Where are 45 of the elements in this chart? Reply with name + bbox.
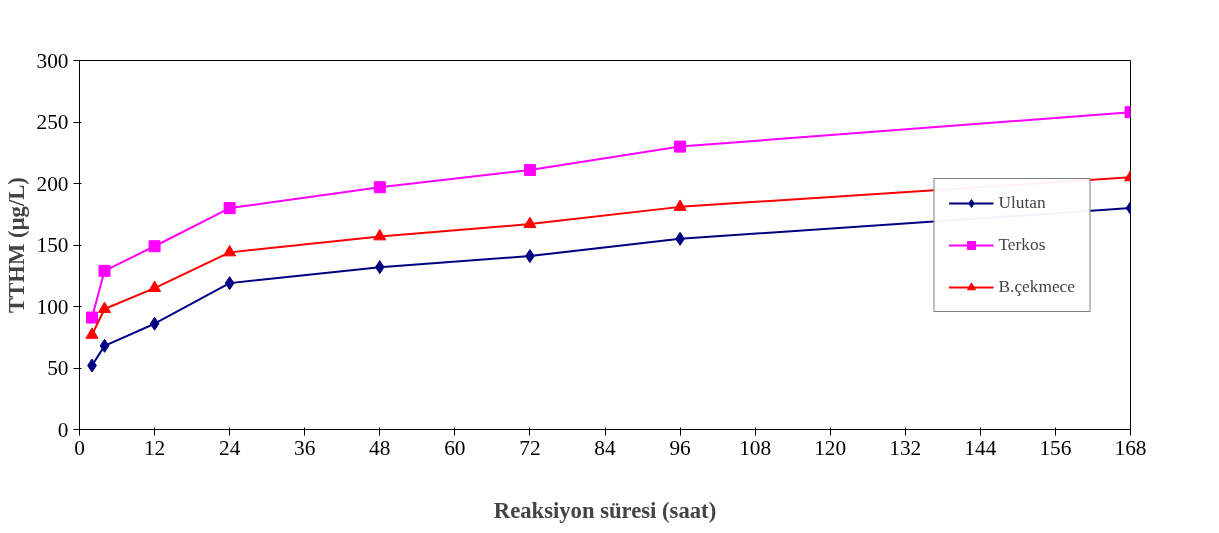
point: [673, 199, 687, 211]
point: [523, 216, 537, 229]
x-tick-label: 120: [814, 435, 847, 460]
point: [99, 338, 110, 353]
x-tick-label: 96: [669, 435, 692, 460]
point: [374, 260, 385, 275]
point: [224, 276, 235, 291]
x-tick-label: 84: [594, 435, 616, 460]
x-tick-label: 0: [74, 435, 85, 460]
y-tick-label: 300: [36, 48, 69, 73]
x-axis-title: Reaksiyon süresi (saat): [493, 497, 717, 523]
y-tick-label: 50: [47, 356, 69, 380]
y-tick-label: 250: [36, 110, 69, 134]
x-tick-label: 132: [889, 435, 922, 460]
point: [148, 240, 161, 253]
x-tick-label: 24: [218, 435, 241, 460]
point: [98, 301, 112, 313]
point: [149, 316, 160, 331]
x-tick-label: 48: [369, 435, 391, 460]
legend-label: Terkos: [998, 234, 1046, 255]
legend-label: B.çekmece: [998, 276, 1075, 297]
x-tick-label: 144: [964, 435, 997, 460]
point: [98, 264, 111, 277]
point: [223, 244, 237, 257]
x-tick-label: 72: [519, 435, 541, 460]
x-tick-label: 36: [294, 435, 316, 460]
point: [373, 181, 386, 194]
point: [674, 140, 687, 153]
point: [86, 311, 99, 324]
x-tick-label: 12: [143, 435, 166, 460]
y-tick-label: 200: [36, 171, 69, 196]
point: [223, 202, 236, 215]
point: [148, 280, 162, 293]
y-tick-label: 100: [36, 294, 69, 319]
x-tick-label: 156: [1039, 435, 1072, 460]
x-tick-label: 60: [444, 435, 466, 460]
x-tick-label: 108: [739, 435, 772, 460]
point: [373, 228, 387, 241]
point: [85, 327, 99, 339]
y-tick-label: 0: [57, 417, 69, 442]
y-axis-title: TTHM (µg/L): [3, 177, 29, 313]
legend-label: Ulutan: [998, 192, 1046, 213]
y-tick-label: 150: [36, 233, 69, 257]
point: [523, 163, 536, 176]
x-tick-label: 168: [1114, 435, 1147, 460]
